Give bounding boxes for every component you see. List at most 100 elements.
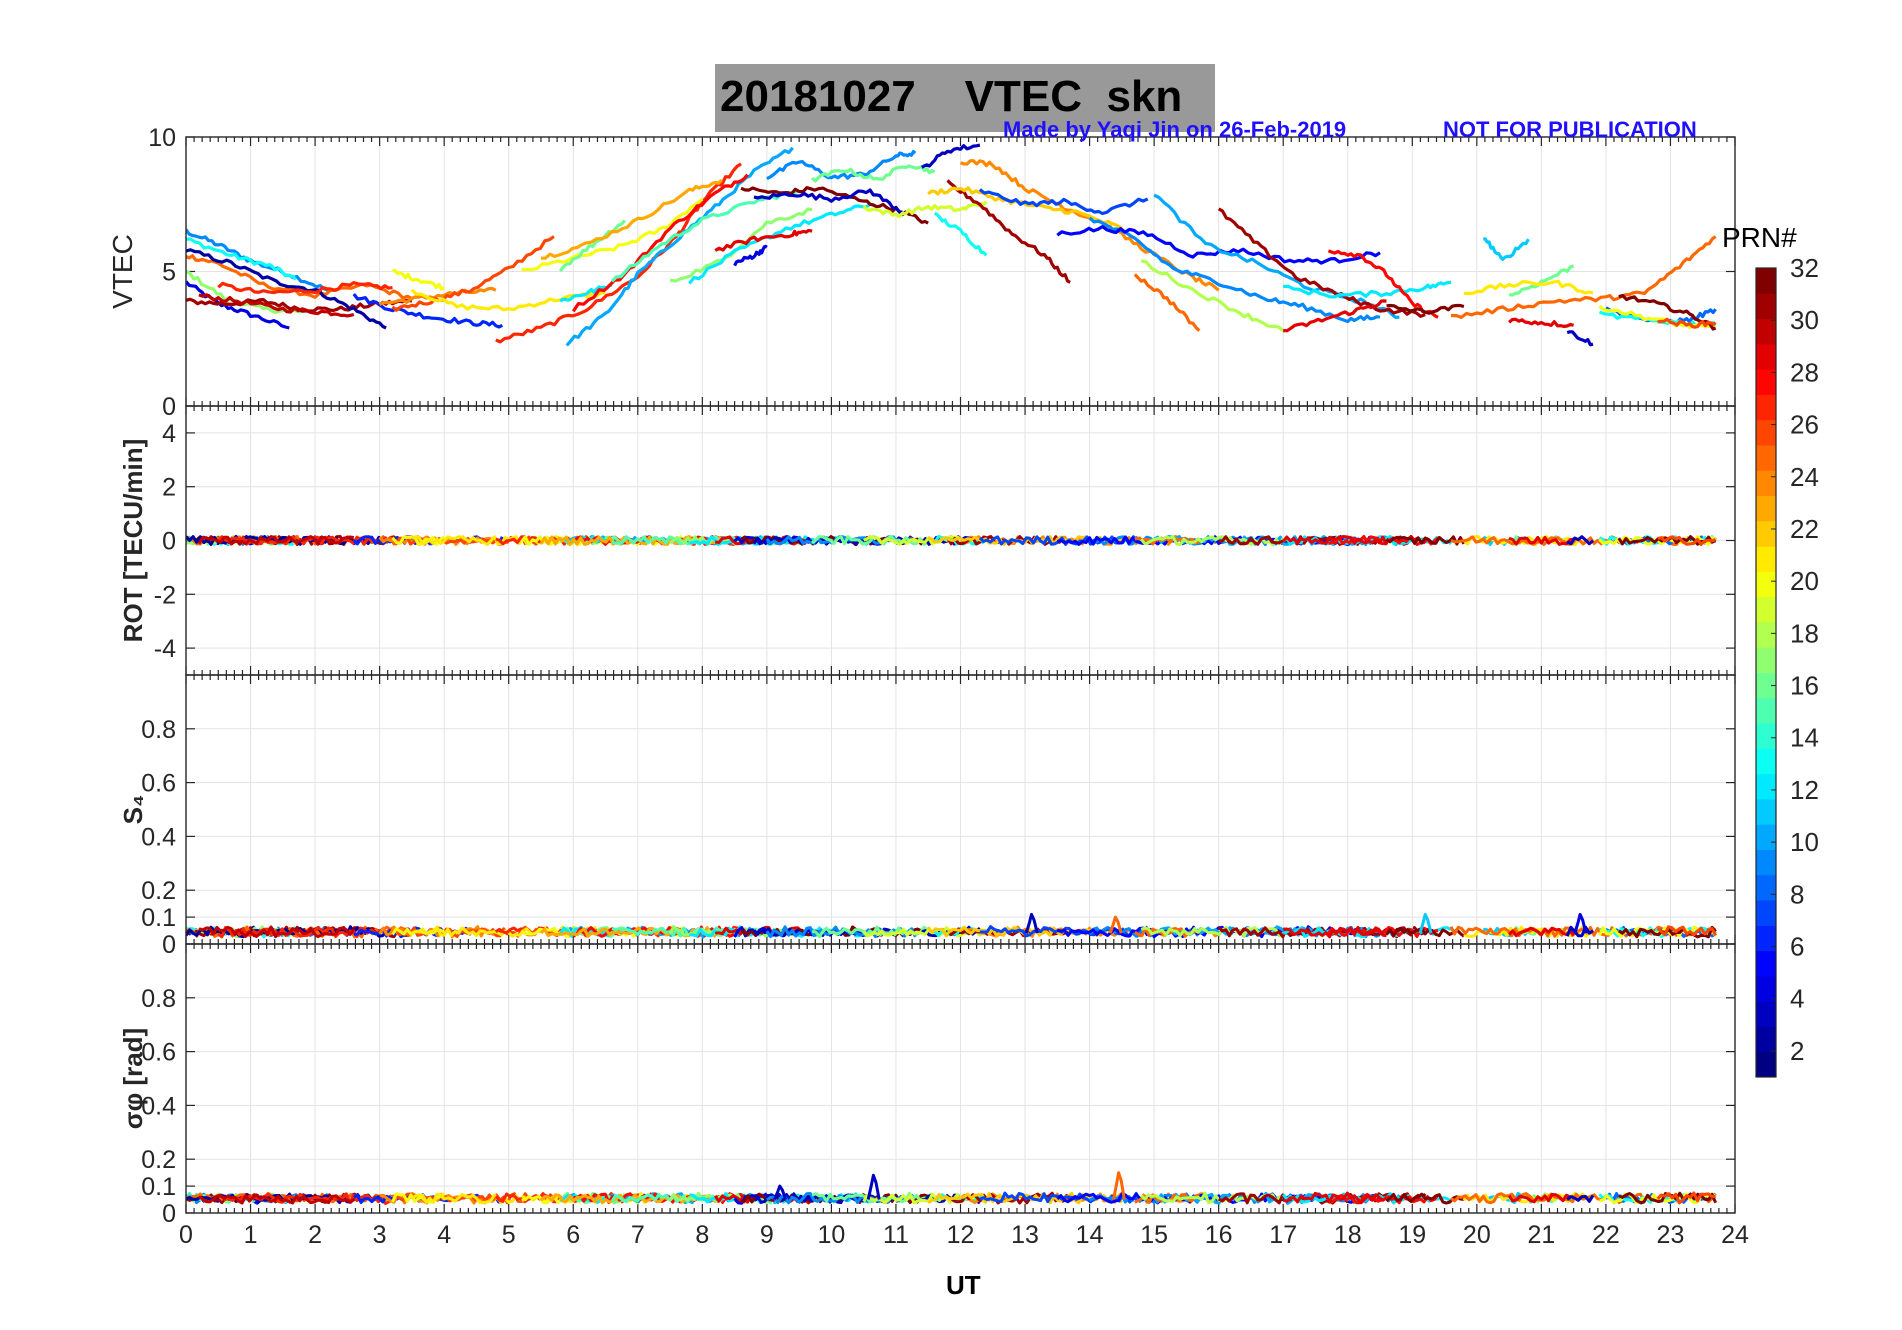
colorbar-tick-label: 32 — [1790, 253, 1819, 283]
title-label: VTEC — [964, 72, 1083, 121]
x-tick-label: 21 — [1527, 1221, 1555, 1249]
colorbar-swatch — [1756, 318, 1776, 345]
ticks-rot — [185, 406, 1736, 675]
x-tick-label: 17 — [1269, 1221, 1297, 1249]
vtec-series-prn23 — [540, 178, 723, 260]
title-station: skn — [1106, 72, 1183, 121]
colorbar-swatch — [1756, 950, 1776, 977]
vtec-series-prn6 — [352, 293, 504, 329]
colorbar-tick-label: 28 — [1790, 357, 1819, 387]
s4-series-prn20 — [1598, 925, 1717, 938]
vtec-series-prn20 — [392, 268, 446, 291]
s4-series-prn26 — [1656, 925, 1717, 937]
vtec-series-prn21 — [1463, 279, 1594, 296]
grid-sigma_phi — [186, 944, 1735, 1213]
rot-series-prn30 — [197, 535, 355, 546]
vtec-series-prn9 — [1088, 216, 1381, 324]
x-tick-label: 5 — [502, 1221, 516, 1249]
vtec-series-prn27 — [495, 162, 742, 344]
vtec-series-prn19 — [862, 200, 988, 219]
colorbar-swatch — [1756, 874, 1776, 901]
title-date: 20181027 — [720, 72, 916, 121]
vtec-series-prn3 — [1566, 330, 1594, 347]
y-tick-label: 0.4 — [141, 823, 176, 851]
x-tick-label: 0 — [179, 1221, 193, 1249]
y-tick-label: 0.2 — [141, 877, 176, 905]
vtec-series-prn7 — [978, 188, 1149, 216]
colorbar-swatch — [1756, 293, 1776, 320]
colorbar-label: PRN# — [1722, 222, 1797, 253]
sigma_phi-series-prn30 — [198, 1193, 355, 1205]
colorbar-swatch — [1756, 470, 1776, 497]
colorbar-swatch — [1756, 444, 1776, 471]
vtec-series-prn32 — [1386, 303, 1465, 315]
x-tick-label: 20 — [1463, 1221, 1491, 1249]
figure-title: 20181027 VTEC skn — [720, 72, 1182, 122]
x-tick-label: 3 — [373, 1221, 387, 1249]
vtec-series-prn26 — [1657, 317, 1717, 329]
vtec-series-prn5 — [1056, 225, 1381, 265]
x-tick-label: 19 — [1398, 1221, 1426, 1249]
colorbar-tick-label: 2 — [1790, 1036, 1804, 1066]
x-tick-label: 11 — [883, 1221, 909, 1249]
x-tick-label: 18 — [1334, 1221, 1362, 1249]
vtec-series-prn3 — [921, 143, 981, 169]
vtec-series-prn17 — [669, 207, 813, 283]
colorbar-tick-label: 16 — [1790, 671, 1819, 701]
vtec-series-prn31 — [946, 179, 1071, 284]
colorbar-swatch — [1756, 773, 1776, 800]
colorbar-swatch — [1756, 621, 1776, 648]
rot-series-prn28 — [1328, 535, 1440, 546]
rot-series-prn3 — [1566, 535, 1594, 546]
colorbar-swatch — [1756, 596, 1776, 623]
colorbar-tick-label: 26 — [1790, 410, 1819, 440]
colorbar-swatch — [1756, 849, 1776, 876]
colorbar-swatch — [1756, 419, 1776, 446]
y-tick-label: 0.4 — [141, 1092, 176, 1120]
x-tick-label: 22 — [1592, 1221, 1620, 1249]
x-tick-label: 7 — [631, 1221, 645, 1249]
x-tick-label: 12 — [947, 1221, 975, 1249]
y-tick-label: 0 — [162, 528, 176, 556]
sigma_phi-peak — [1112, 1171, 1126, 1200]
rot-series-prn29 — [1282, 535, 1388, 546]
colorbar-swatch — [1756, 369, 1776, 395]
y-tick-label: 0.1 — [141, 904, 176, 932]
vtec-series-prn11 — [1483, 237, 1530, 261]
y-tick-label: 0.2 — [141, 1146, 176, 1174]
vtec-series-prn10 — [565, 146, 794, 347]
title-background — [715, 64, 1215, 132]
x-tick-label: 13 — [1011, 1221, 1039, 1249]
x-tick-label: 14 — [1076, 1221, 1104, 1249]
vtec-series-prn28 — [1327, 249, 1439, 319]
colorbar-swatch — [1756, 546, 1776, 572]
colorbar-swatch — [1756, 1001, 1776, 1027]
rot-series-prn32 — [1385, 535, 1466, 546]
x-tick-label: 1 — [244, 1221, 258, 1249]
colorbar-swatch — [1756, 672, 1776, 699]
rot-series-prn29 — [1508, 535, 1574, 546]
y-tick-label: -2 — [154, 581, 176, 609]
colorbar-swatch — [1756, 1051, 1776, 1078]
colorbar-swatch — [1756, 723, 1776, 749]
vtec-series-prn4 — [733, 244, 768, 267]
colorbar-swatch — [1756, 900, 1776, 926]
s4-series-prn30 — [198, 925, 356, 939]
series-group-s4 — [186, 912, 1717, 939]
y-tick-label: 0.8 — [141, 985, 176, 1013]
y-axis-label-s4: S₄ — [118, 795, 148, 825]
colorbar-swatch — [1756, 925, 1776, 952]
sigma_phi-series-prn3 — [1566, 1194, 1595, 1203]
vtec-series-prn28 — [571, 173, 749, 313]
colorbar-swatch — [1756, 798, 1776, 825]
vtec-series-prn12 — [559, 283, 613, 303]
y-tick-label: 5 — [162, 259, 176, 287]
y-tick-label: 4 — [162, 420, 176, 448]
y-tick-label: -4 — [154, 635, 176, 663]
sigma_phi-peak — [773, 1184, 788, 1201]
vtec-series-prn18 — [1140, 259, 1285, 332]
colorbar-tick-label: 8 — [1790, 879, 1804, 909]
s4-series-prn32 — [1385, 926, 1465, 938]
y-tick-label: 2 — [162, 474, 176, 502]
